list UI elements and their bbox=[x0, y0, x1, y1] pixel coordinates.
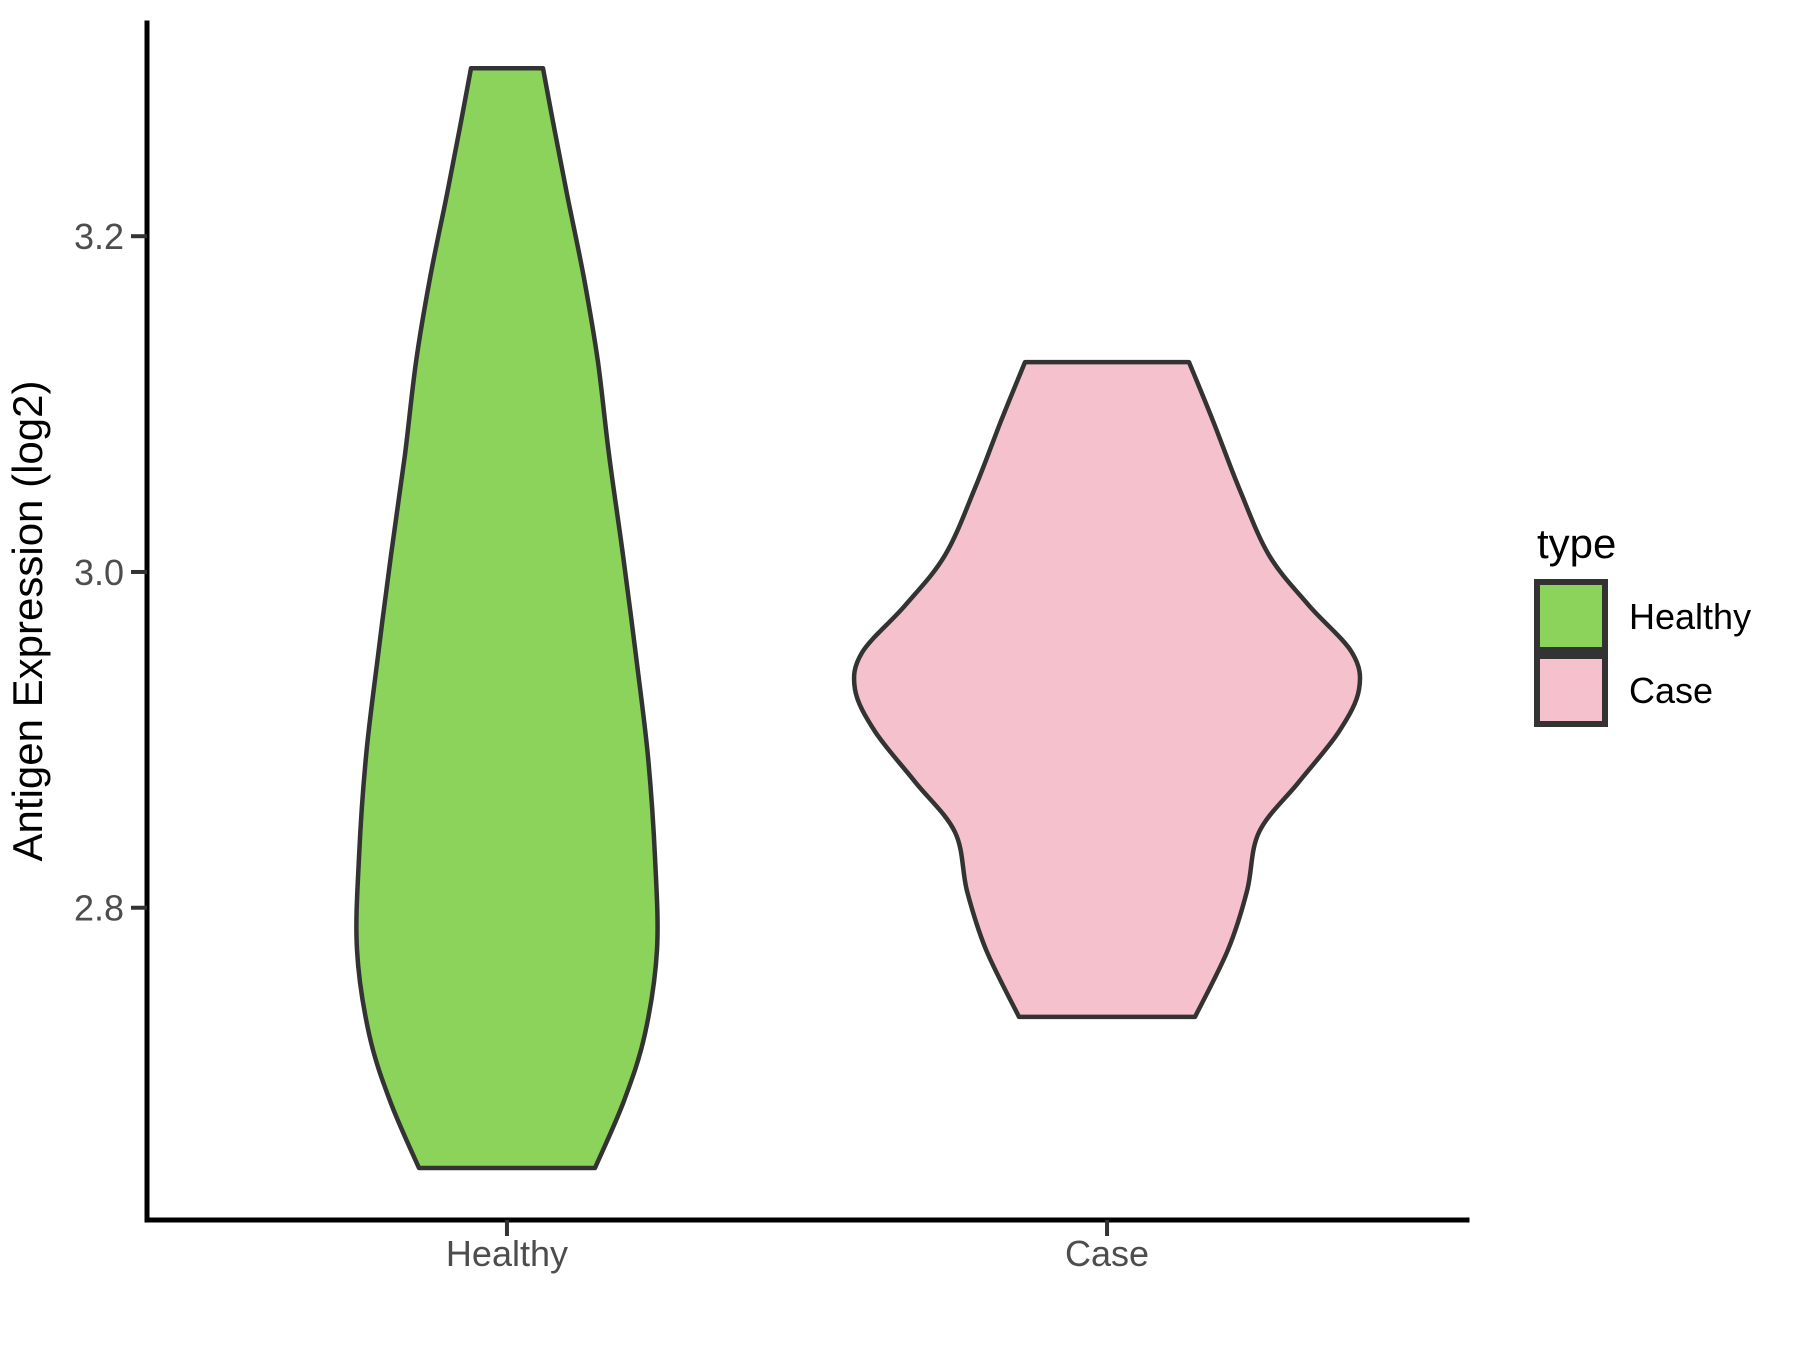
violin-healthy bbox=[354, 66, 660, 1171]
legend-swatch-healthy-icon bbox=[1534, 579, 1608, 653]
y-tick-label: 2.8 bbox=[74, 888, 124, 929]
legend-label-case: Case bbox=[1629, 670, 1713, 711]
y-tick-label: 3.0 bbox=[74, 552, 124, 593]
legend-key-healthy: Healthy bbox=[1534, 579, 1751, 653]
violins bbox=[354, 66, 1363, 1171]
legend: type Healthy Case bbox=[1534, 520, 1751, 727]
legend-title: type bbox=[1537, 520, 1616, 567]
x-tick-label: Case bbox=[1065, 1233, 1149, 1274]
legend-label-healthy: Healthy bbox=[1629, 596, 1751, 637]
x-axis-ticks: Healthy Case bbox=[446, 1220, 1149, 1274]
y-axis-ticks: 2.8 3.0 3.2 bbox=[74, 216, 147, 929]
y-tick-label: 3.2 bbox=[74, 216, 124, 257]
violin-case bbox=[851, 359, 1363, 1020]
legend-swatch-case-icon bbox=[1534, 653, 1608, 727]
plot-panel: 2.8 3.0 3.2 Healthy Case Antigen Expression… bbox=[4, 20, 1470, 1274]
y-axis-title: Antigen Expression (log2) bbox=[4, 381, 51, 862]
legend-key-case: Case bbox=[1534, 653, 1713, 727]
x-tick-label: Healthy bbox=[446, 1233, 568, 1274]
